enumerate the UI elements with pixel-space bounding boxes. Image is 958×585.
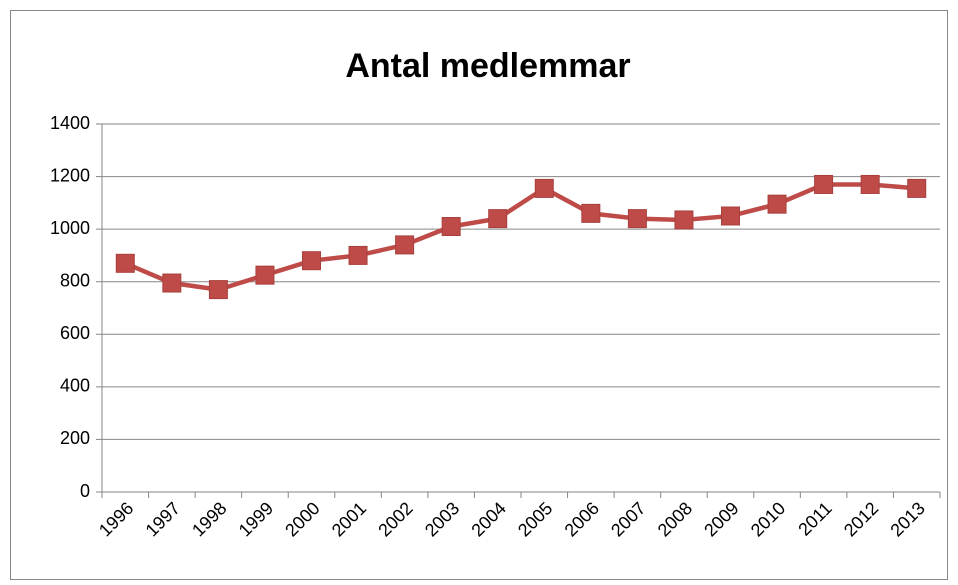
data-marker: [208, 280, 228, 300]
data-marker: [581, 203, 601, 223]
y-tick-label: 1200: [50, 165, 90, 185]
y-tick-label: 800: [60, 270, 90, 290]
data-marker: [674, 210, 694, 230]
y-tick-label: 600: [60, 323, 90, 343]
y-tick-label: 0: [80, 481, 90, 501]
data-marker: [860, 174, 880, 194]
data-marker: [441, 217, 461, 237]
chart-frame: [10, 10, 948, 580]
data-marker: [767, 194, 787, 214]
data-marker: [302, 251, 321, 271]
data-marker: [255, 265, 275, 285]
data-marker: [395, 235, 415, 255]
y-tick-label: 200: [60, 428, 90, 448]
data-marker: [534, 178, 554, 198]
chart-title: Antal medlemmar: [345, 47, 630, 85]
y-tick-label: 1000: [50, 218, 90, 238]
y-tick-label: 1400: [50, 113, 90, 133]
data-marker: [115, 253, 135, 273]
data-marker: [627, 209, 647, 229]
y-tick-label: 400: [60, 376, 90, 396]
data-marker: [488, 209, 508, 229]
data-marker: [721, 206, 740, 226]
data-marker: [814, 174, 834, 194]
data-marker: [162, 273, 182, 293]
data-marker: [907, 178, 927, 198]
data-marker: [348, 245, 368, 265]
